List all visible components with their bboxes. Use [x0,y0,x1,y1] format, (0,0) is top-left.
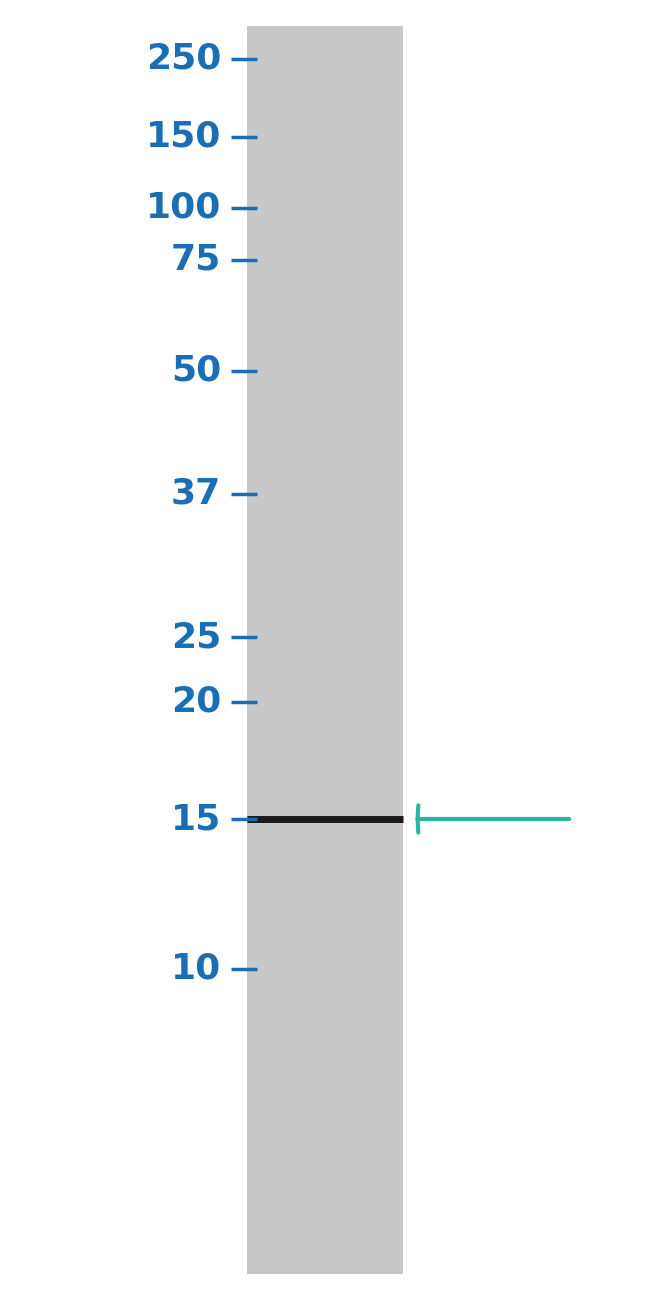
Text: 10: 10 [171,952,221,985]
Text: 37: 37 [171,477,221,511]
Text: 100: 100 [146,191,221,225]
Text: 50: 50 [171,354,221,387]
Text: 250: 250 [146,42,221,75]
Bar [247,26,403,1274]
Text: 25: 25 [171,620,221,654]
Text: 75: 75 [171,243,221,277]
Text: 20: 20 [171,685,221,719]
Text: 15: 15 [171,802,221,836]
Text: 150: 150 [146,120,221,153]
